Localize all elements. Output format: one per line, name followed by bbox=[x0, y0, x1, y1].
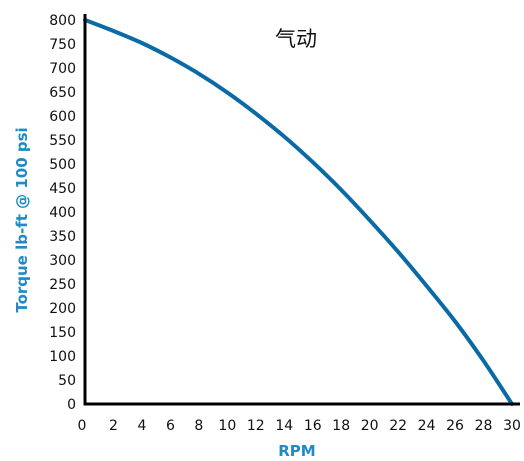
x-tick-labels: 0 2 4 6 8 10 12 14 16 18 20 22 24 26 28 30 bbox=[78, 418, 521, 434]
y-tick-label: 300 bbox=[49, 253, 76, 269]
x-tick-label: 4 bbox=[137, 418, 146, 434]
y-tick-label: 0 bbox=[67, 397, 76, 413]
y-tick-label: 350 bbox=[49, 229, 76, 245]
x-tick-label: 20 bbox=[361, 418, 379, 434]
y-tick-label: 650 bbox=[49, 85, 76, 101]
x-tick-label: 26 bbox=[446, 418, 464, 434]
y-tick-label: 500 bbox=[49, 157, 76, 173]
x-tick-label: 22 bbox=[389, 418, 407, 434]
x-tick-label: 24 bbox=[418, 418, 436, 434]
x-tick-label: 2 bbox=[109, 418, 118, 434]
y-tick-label: 50 bbox=[58, 373, 76, 389]
chart-title: 气动 bbox=[275, 27, 317, 51]
series-line-torque bbox=[83, 18, 514, 406]
y-tick-label: 800 bbox=[49, 13, 76, 29]
x-tick-label: 18 bbox=[332, 418, 350, 434]
y-tick-label: 100 bbox=[49, 349, 76, 365]
y-tick-label: 700 bbox=[49, 61, 76, 77]
x-tick-label: 12 bbox=[247, 418, 265, 434]
y-tick-labels: 0 50 100 150 200 250 300 350 400 450 500 550 600 650 7… bbox=[49, 13, 76, 413]
y-tick-label: 400 bbox=[49, 205, 76, 221]
y-tick-label: 600 bbox=[49, 109, 76, 125]
x-tick-label: 0 bbox=[78, 418, 87, 434]
x-tick-label: 30 bbox=[503, 418, 521, 434]
x-tick-label: 6 bbox=[166, 418, 175, 434]
x-axis-title: RPM bbox=[278, 442, 315, 460]
y-tick-label: 200 bbox=[49, 301, 76, 317]
y-tick-label: 750 bbox=[49, 37, 76, 53]
y-axis-title: Torque lb-ft @ 100 psi bbox=[13, 127, 31, 312]
y-tick-label: 150 bbox=[49, 325, 76, 341]
y-tick-label: 450 bbox=[49, 181, 76, 197]
y-tick-label: 250 bbox=[49, 277, 76, 293]
x-tick-label: 16 bbox=[304, 418, 322, 434]
x-tick-label: 10 bbox=[218, 418, 236, 434]
y-tick-label: 550 bbox=[49, 133, 76, 149]
x-tick-label: 14 bbox=[275, 418, 293, 434]
x-tick-label: 28 bbox=[475, 418, 493, 434]
x-tick-label: 8 bbox=[194, 418, 203, 434]
